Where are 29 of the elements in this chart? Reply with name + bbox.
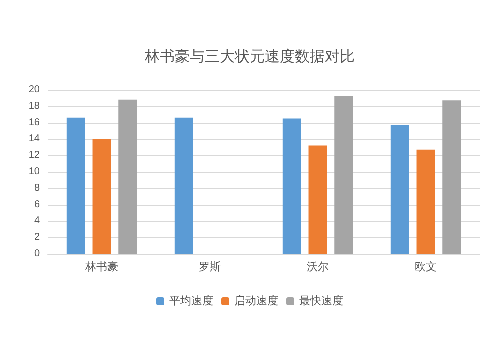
- bar: [416, 150, 436, 254]
- y-tick-label: 20: [28, 84, 40, 96]
- x-tick-label: 罗斯: [199, 260, 221, 274]
- bar: [92, 139, 112, 254]
- y-tick-label: 0: [34, 248, 40, 260]
- y-tick-label: 4: [34, 216, 40, 227]
- y-tick-label: 8: [34, 182, 40, 194]
- bar: [282, 118, 302, 254]
- y-tick-label: 6: [34, 199, 40, 210]
- y-tick-label: 12: [28, 150, 40, 162]
- bar: [442, 100, 462, 254]
- y-tick-label: 2: [34, 232, 40, 244]
- chart-title: 林书豪与三大状元速度数据对比: [144, 48, 355, 66]
- legend-label: 最快速度: [300, 294, 344, 308]
- bar: [390, 125, 410, 254]
- y-tick-label: 18: [28, 100, 40, 112]
- y-tick-label: 14: [28, 134, 40, 145]
- legend-label: 平均速度: [170, 294, 214, 308]
- x-tick-label: 林书豪: [84, 260, 118, 274]
- bar: [118, 100, 138, 254]
- x-tick-label: 欧文: [415, 260, 437, 274]
- x-tick-label: 沃尔: [307, 262, 329, 274]
- y-tick-label: 10: [28, 166, 40, 178]
- bar: [334, 96, 354, 254]
- bar: [66, 118, 86, 254]
- bar: [308, 146, 328, 254]
- legend-label: 启动速度: [234, 294, 278, 308]
- bar: [174, 118, 194, 254]
- y-tick-label: 16: [28, 117, 40, 128]
